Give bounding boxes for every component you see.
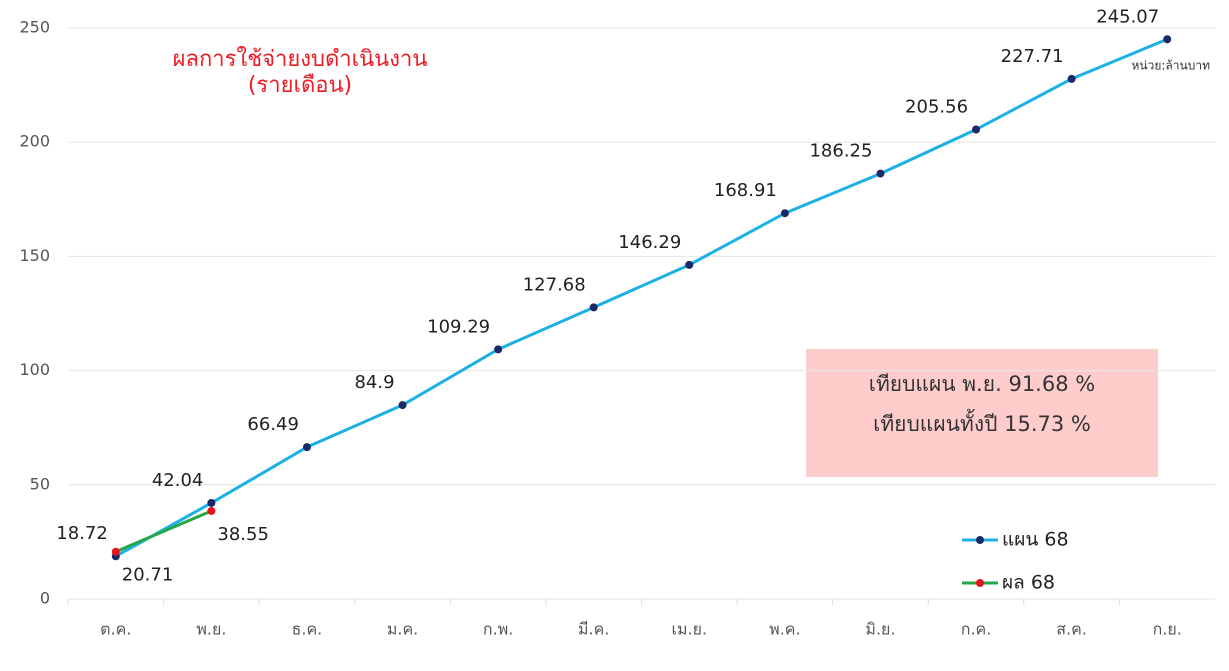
x-tick-label: ส.ค. (1056, 620, 1087, 639)
point (398, 401, 407, 410)
point (1163, 35, 1172, 44)
data-label: 186.25 (809, 141, 872, 162)
point (111, 547, 120, 556)
data-label: 18.72 (56, 523, 108, 544)
chart-subtitle: (รายเดือน) (248, 73, 352, 98)
x-tick-label: พ.ค. (769, 620, 800, 639)
x-tick-label: ม.ค. (387, 620, 418, 639)
data-label: 109.29 (427, 316, 490, 337)
data-label: 84.9 (354, 372, 394, 393)
data-label: 66.49 (247, 414, 299, 435)
data-label: 38.55 (217, 524, 269, 545)
y-tick-label: 0 (40, 589, 50, 608)
x-tick-label: ก.ย. (1153, 620, 1182, 639)
data-label: 42.04 (152, 470, 204, 491)
point (302, 443, 311, 452)
series-line (115, 37, 1168, 558)
point (494, 345, 503, 354)
legend-marker (976, 579, 984, 587)
x-tick-label: ธ.ค. (292, 620, 323, 639)
point (1067, 74, 1076, 83)
x-tick-label: เม.ย. (672, 620, 708, 639)
point (589, 303, 598, 312)
point (876, 169, 885, 178)
point (780, 209, 789, 218)
x-tick-label: มิ.ย. (865, 620, 895, 639)
data-label: 146.29 (618, 232, 681, 253)
unit-label: หน่วย:ล้านบาท (1132, 59, 1211, 73)
annotation: เทียบแผนทั้งปี 15.73 % (873, 409, 1091, 436)
data-label: 205.56 (905, 97, 968, 118)
x-tick-label: ต.ค. (100, 620, 131, 639)
legend-label: แผน 68 (1002, 529, 1069, 551)
y-tick-label: 100 (19, 360, 50, 379)
annotation: เทียบแผน พ.ย. 91.68 % (869, 372, 1095, 396)
data-label: 245.07 (1096, 6, 1159, 27)
series-line (115, 509, 212, 554)
y-tick-label: 200 (19, 132, 50, 151)
point (685, 260, 694, 269)
y-tick-label: 250 (19, 18, 50, 37)
data-label: 127.68 (523, 274, 586, 295)
chart-title: ผลการใช้จ่ายงบดำเนินงาน (173, 46, 428, 72)
x-tick-label: มี.ค. (578, 620, 609, 639)
legend-label: ผล 68 (1002, 572, 1055, 594)
y-tick-label: 50 (30, 474, 50, 493)
x-tick-label: ก.ค. (961, 620, 992, 639)
point (972, 125, 981, 134)
y-tick-label: 150 (19, 246, 50, 265)
data-label: 227.71 (1001, 46, 1064, 67)
data-label: 20.71 (122, 565, 174, 586)
point (207, 498, 216, 507)
legend-marker (976, 536, 984, 544)
x-tick-label: ก.พ. (483, 620, 513, 639)
point (207, 506, 216, 515)
x-tick-label: พ.ย. (196, 620, 226, 639)
data-label: 168.91 (714, 180, 777, 201)
